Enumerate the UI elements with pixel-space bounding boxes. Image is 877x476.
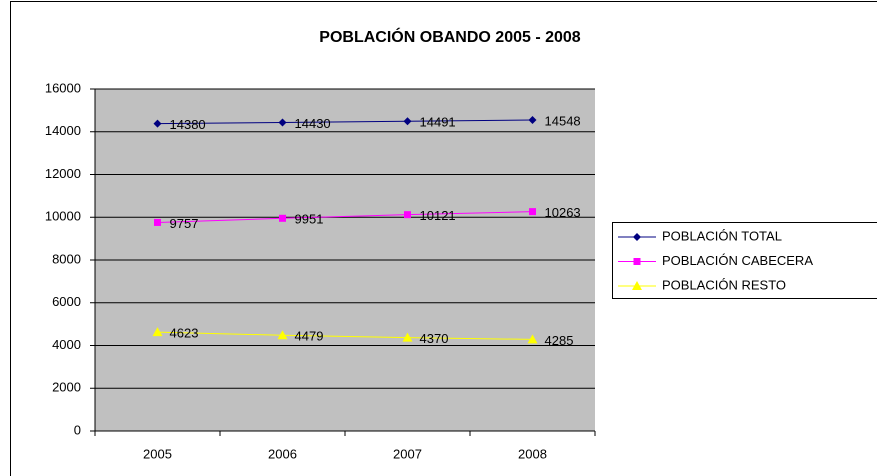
marker xyxy=(527,334,538,344)
y-tick-label: 10000 xyxy=(45,209,81,224)
marker xyxy=(528,116,537,125)
marker xyxy=(152,327,163,337)
y-tick-label: 4000 xyxy=(52,337,81,352)
legend-label: POBLACIÓN TOTAL xyxy=(662,228,782,243)
y-tick-label: 2000 xyxy=(52,380,81,395)
data-label: 10121 xyxy=(420,208,456,223)
marker xyxy=(529,208,536,216)
legend-marker xyxy=(633,258,641,265)
y-tick-label: 12000 xyxy=(45,166,81,181)
series-line xyxy=(157,331,533,340)
legend-marker xyxy=(633,233,641,241)
marker xyxy=(277,330,288,340)
marker xyxy=(404,211,411,219)
legend-label: POBLACIÓN RESTO xyxy=(662,277,786,292)
legend-box xyxy=(612,222,877,299)
data-label: 14491 xyxy=(420,115,456,130)
y-tick-label: 14000 xyxy=(45,123,81,138)
y-tick-label: 0 xyxy=(74,422,81,437)
marker xyxy=(278,118,287,127)
x-tick-label: 2005 xyxy=(143,446,172,461)
data-label: 10263 xyxy=(545,205,581,220)
data-label: 14380 xyxy=(170,117,206,132)
marker xyxy=(153,119,162,128)
marker xyxy=(402,332,413,342)
marker xyxy=(279,214,286,222)
data-label: 4623 xyxy=(170,326,199,341)
y-tick-label: 16000 xyxy=(45,80,81,95)
legend-label: POBLACIÓN CABECERA xyxy=(662,253,813,268)
data-label: 4285 xyxy=(545,333,574,348)
series-line xyxy=(157,211,533,223)
x-tick-label: 2006 xyxy=(268,446,297,461)
marker xyxy=(154,218,161,226)
series-line xyxy=(157,119,533,125)
data-label: 9951 xyxy=(295,212,324,227)
x-tick-label: 2008 xyxy=(518,446,547,461)
marker xyxy=(403,117,412,126)
data-label: 14548 xyxy=(545,113,581,128)
data-label: 4370 xyxy=(420,331,449,346)
data-label: 4479 xyxy=(295,329,324,344)
data-label: 14430 xyxy=(295,116,331,131)
y-tick-label: 8000 xyxy=(52,251,81,266)
x-tick-label: 2007 xyxy=(393,446,422,461)
legend-marker xyxy=(632,281,642,290)
y-tick-label: 6000 xyxy=(52,294,81,309)
data-label: 9757 xyxy=(170,216,199,231)
chart-title: POBLACIÓN OBANDO 2005 - 2008 xyxy=(319,27,581,46)
